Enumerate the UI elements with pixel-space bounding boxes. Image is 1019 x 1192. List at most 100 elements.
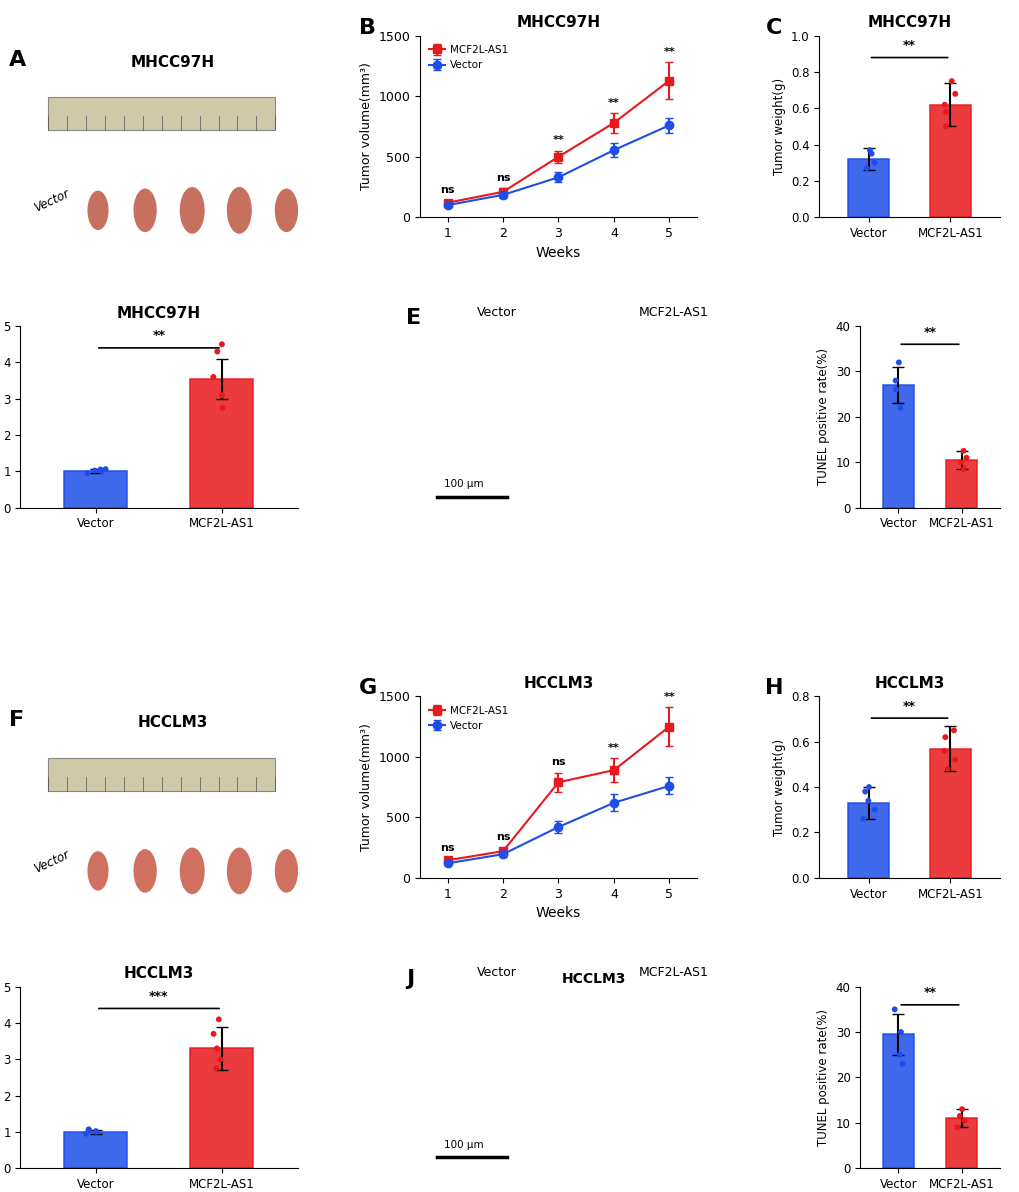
Point xyxy=(943,72,959,91)
Point xyxy=(79,464,96,483)
X-axis label: Weeks: Weeks xyxy=(535,906,581,920)
Text: Vector: Vector xyxy=(32,848,71,875)
Point xyxy=(891,1045,907,1064)
Title: HCCLM3: HCCLM3 xyxy=(873,676,944,691)
Text: **: ** xyxy=(662,46,675,57)
Bar xyxy=(881,385,913,508)
Ellipse shape xyxy=(84,1018,112,1073)
Bar xyxy=(191,379,253,508)
Text: **: ** xyxy=(902,39,915,52)
Bar xyxy=(929,105,970,217)
Point xyxy=(859,791,875,811)
Point xyxy=(945,721,961,740)
Ellipse shape xyxy=(222,1013,256,1078)
Text: MCF2L-AS1: MCF2L-AS1 xyxy=(32,355,96,396)
Text: **: ** xyxy=(152,329,165,342)
Point xyxy=(935,95,952,114)
Point xyxy=(955,441,971,460)
Point xyxy=(77,1124,94,1143)
Text: ns: ns xyxy=(440,843,454,852)
Legend: MCF2L-AS1, Vector: MCF2L-AS1, Vector xyxy=(425,702,513,735)
Point xyxy=(887,371,903,390)
Point xyxy=(892,1023,908,1042)
Title: MHCC97H: MHCC97H xyxy=(516,15,600,31)
Text: **: ** xyxy=(607,743,620,752)
Point xyxy=(93,460,109,479)
Bar xyxy=(847,803,889,877)
Text: **: ** xyxy=(607,98,620,107)
Text: HCCLM3: HCCLM3 xyxy=(561,973,626,986)
Point xyxy=(886,1000,902,1019)
Text: HCCLM3: HCCLM3 xyxy=(138,715,208,731)
Text: **: ** xyxy=(552,135,564,145)
Text: MCF2L-AS1: MCF2L-AS1 xyxy=(638,306,708,318)
Point xyxy=(205,1024,221,1043)
Point xyxy=(936,117,953,136)
Text: ns: ns xyxy=(495,832,510,842)
Text: ***: *** xyxy=(149,991,168,1002)
Text: A: A xyxy=(9,50,26,70)
Ellipse shape xyxy=(133,188,157,232)
Text: J: J xyxy=(406,969,414,988)
Ellipse shape xyxy=(226,848,252,894)
Text: Vector: Vector xyxy=(476,967,516,980)
Text: 100 μm: 100 μm xyxy=(444,479,483,490)
Point xyxy=(861,141,877,160)
Point xyxy=(888,380,904,399)
Point xyxy=(88,1123,104,1142)
Point xyxy=(208,1058,224,1078)
Point xyxy=(81,1120,97,1140)
Text: Vector: Vector xyxy=(32,187,71,215)
Ellipse shape xyxy=(133,849,157,893)
Text: Vector: Vector xyxy=(476,306,516,318)
Point xyxy=(935,741,952,760)
Text: **: ** xyxy=(902,700,915,713)
Ellipse shape xyxy=(270,1016,302,1075)
Text: E: E xyxy=(406,308,421,328)
Point xyxy=(863,144,879,163)
Bar xyxy=(945,460,976,508)
Point xyxy=(214,335,230,354)
Y-axis label: Tumor volume(mm³): Tumor volume(mm³) xyxy=(360,724,372,851)
Point xyxy=(953,1100,969,1119)
Ellipse shape xyxy=(88,851,108,890)
Text: ns: ns xyxy=(440,186,454,195)
Text: MCF2L-AS1: MCF2L-AS1 xyxy=(638,967,708,980)
Point xyxy=(209,342,225,361)
Point xyxy=(956,1111,972,1130)
Text: MCF2L-AS1: MCF2L-AS1 xyxy=(32,1017,96,1056)
Y-axis label: Tumor weight(g): Tumor weight(g) xyxy=(771,739,785,836)
Ellipse shape xyxy=(179,187,205,234)
Y-axis label: TUNEL positive rate(%): TUNEL positive rate(%) xyxy=(816,348,829,485)
Text: ns: ns xyxy=(550,757,566,768)
Point xyxy=(87,461,103,480)
Point xyxy=(88,1122,104,1141)
Ellipse shape xyxy=(274,188,298,232)
Ellipse shape xyxy=(129,1016,161,1075)
Text: MHCC97H: MHCC97H xyxy=(130,55,215,69)
Point xyxy=(866,800,882,819)
Point xyxy=(209,1039,225,1058)
Point xyxy=(81,1119,97,1138)
Point xyxy=(860,777,876,796)
Ellipse shape xyxy=(179,848,205,894)
Point xyxy=(214,385,230,404)
Point xyxy=(947,85,963,104)
Bar xyxy=(945,1118,976,1168)
Ellipse shape xyxy=(222,353,256,417)
Point xyxy=(938,759,955,778)
FancyBboxPatch shape xyxy=(48,758,275,790)
Point xyxy=(858,159,874,178)
Text: **: ** xyxy=(662,691,675,702)
Title: MHCC97H: MHCC97H xyxy=(117,306,201,321)
Bar xyxy=(64,1132,127,1168)
Point xyxy=(890,353,906,372)
Text: ns: ns xyxy=(495,173,510,182)
FancyBboxPatch shape xyxy=(48,97,275,130)
Text: **: ** xyxy=(922,325,935,339)
Point xyxy=(856,782,872,801)
Point xyxy=(936,103,953,122)
Point xyxy=(958,448,974,467)
Title: MHCC97H: MHCC97H xyxy=(866,15,951,31)
Legend: MCF2L-AS1, Vector: MCF2L-AS1, Vector xyxy=(425,41,513,75)
